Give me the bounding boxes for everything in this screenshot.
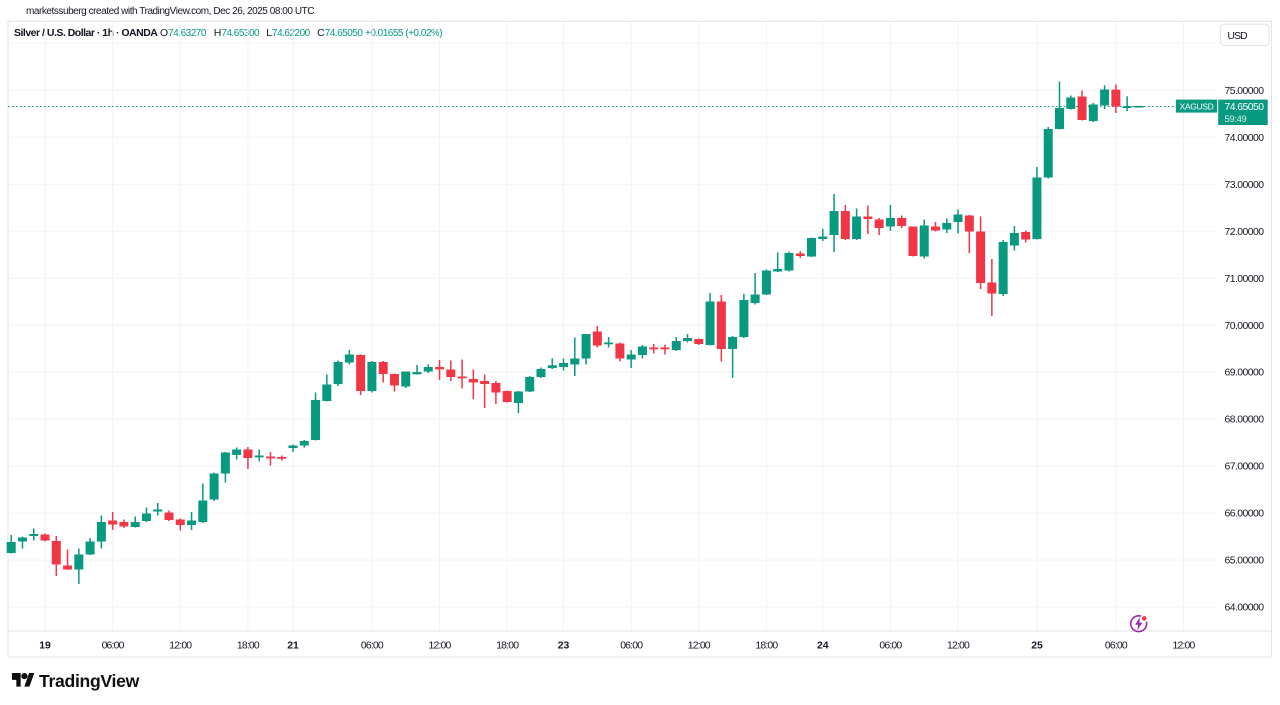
svg-text:TradingView: TradingView — [39, 671, 140, 691]
svg-text:06:00: 06:00 — [102, 641, 125, 652]
svg-text:74.00000: 74.00000 — [1225, 133, 1265, 144]
svg-text:66.00000: 66.00000 — [1225, 509, 1265, 520]
svg-text:06:00: 06:00 — [620, 641, 643, 652]
svg-text:18:00: 18:00 — [496, 641, 519, 652]
svg-text:18:00: 18:00 — [237, 641, 260, 652]
svg-text:12:00: 12:00 — [428, 641, 451, 652]
svg-text:24: 24 — [817, 641, 829, 652]
svg-text:71.00000: 71.00000 — [1225, 274, 1265, 285]
svg-text:USD: USD — [1227, 30, 1248, 42]
svg-text:18:00: 18:00 — [755, 641, 778, 652]
svg-text:67.00000: 67.00000 — [1225, 462, 1265, 473]
svg-text:12:00: 12:00 — [1172, 641, 1195, 652]
svg-text:12:00: 12:00 — [169, 641, 192, 652]
svg-text:75.00000: 75.00000 — [1225, 86, 1265, 97]
svg-text:59:49: 59:49 — [1225, 113, 1247, 124]
svg-text:70.00000: 70.00000 — [1225, 321, 1265, 332]
svg-text:74.65050: 74.65050 — [1225, 102, 1265, 113]
svg-text:12:00: 12:00 — [688, 641, 711, 652]
svg-text:21: 21 — [287, 641, 299, 652]
svg-text:25: 25 — [1031, 641, 1043, 652]
svg-text:06:00: 06:00 — [1105, 641, 1128, 652]
svg-text:73.00000: 73.00000 — [1225, 180, 1265, 191]
svg-text:65.00000: 65.00000 — [1225, 556, 1265, 567]
svg-text:69.00000: 69.00000 — [1225, 368, 1265, 379]
svg-text:72.00000: 72.00000 — [1225, 227, 1265, 238]
svg-text:XAGUSD: XAGUSD — [1180, 101, 1214, 111]
svg-text:12:00: 12:00 — [947, 641, 970, 652]
svg-text:64.00000: 64.00000 — [1225, 603, 1265, 614]
svg-text:06:00: 06:00 — [879, 641, 902, 652]
svg-text:23: 23 — [558, 641, 570, 652]
svg-text:06:00: 06:00 — [361, 641, 384, 652]
svg-text:68.00000: 68.00000 — [1225, 415, 1265, 426]
svg-text:19: 19 — [39, 641, 51, 652]
